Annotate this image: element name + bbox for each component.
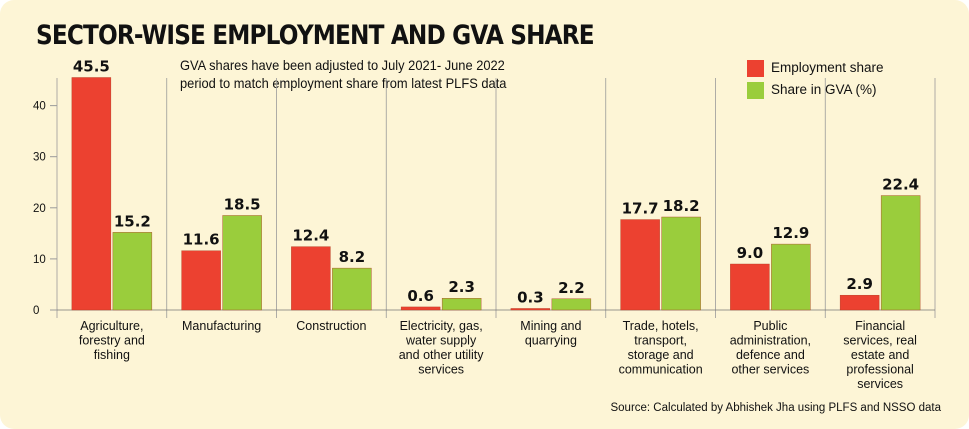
bar-gva — [222, 215, 262, 311]
x-tick-label: Electricity, gas, water supply and other u… — [399, 319, 485, 377]
bar-employment — [181, 250, 221, 311]
y-tick-label: 30 — [33, 152, 46, 164]
bar-gva — [880, 195, 921, 311]
data-label: 18.5 — [224, 195, 261, 213]
source-note: Source: Calculated by Abhishek Jha using… — [610, 402, 941, 414]
data-label: 11.6 — [183, 231, 220, 249]
y-tick-label: 40 — [33, 101, 46, 113]
x-tick-label: Financial services, real estate and profess… — [843, 319, 917, 391]
bar-gva — [441, 298, 482, 311]
data-label: 2.2 — [558, 279, 585, 297]
data-label: 15.2 — [114, 212, 151, 230]
bar-employment — [71, 77, 112, 311]
x-tick-label: Manufacturing — [182, 319, 261, 333]
bar-employment — [620, 219, 660, 311]
bar-employment — [730, 263, 770, 311]
data-label: 22.4 — [882, 176, 919, 194]
data-label: 2.3 — [448, 278, 475, 296]
data-label: 18.2 — [663, 197, 700, 215]
bar-employment — [291, 246, 331, 311]
legend-label-employment: Employment share — [771, 60, 884, 75]
bar-employment — [839, 294, 880, 311]
bar-gva — [551, 298, 592, 311]
data-label: 17.7 — [622, 200, 659, 218]
bar-gva — [771, 243, 811, 311]
x-tick-label: Trade, hotels, transport, storage and commu… — [619, 319, 703, 377]
bar-employment — [510, 308, 551, 311]
data-label: 9.0 — [737, 244, 764, 262]
y-tick-label: 0 — [33, 305, 39, 317]
x-tick-label: Public administration, defence and other se… — [730, 319, 811, 377]
data-label: 0.3 — [517, 288, 544, 306]
y-tick-label: 20 — [33, 203, 46, 215]
x-tick-label: Construction — [296, 319, 366, 333]
x-tick-label: Mining and quarrying — [520, 319, 581, 348]
data-label: 8.2 — [339, 248, 366, 266]
bar-employment — [400, 306, 441, 311]
chart-subtitle: GVA shares have been adjusted to July 20… — [180, 57, 507, 91]
legend-swatch-employment — [747, 60, 764, 77]
data-label: 0.6 — [407, 287, 434, 305]
data-label: 12.9 — [772, 224, 809, 242]
legend-item-gva: Share in GVA (%) — [747, 81, 917, 103]
chart-title: SECTOR-WISE EMPLOYMENT AND GVA SHARE — [36, 20, 595, 51]
x-tick-label: Agriculture, forestry and fishing — [79, 319, 145, 362]
y-tick-label: 10 — [33, 254, 46, 266]
legend-swatch-gva — [747, 82, 764, 99]
data-label: 45.5 — [73, 57, 110, 75]
bar-gva — [112, 232, 153, 311]
bar-gva — [661, 216, 701, 311]
legend-item-employment: Employment share — [747, 59, 917, 81]
data-label: 12.4 — [292, 227, 329, 245]
legend: Employment share Share in GVA (%) — [747, 59, 917, 103]
legend-label-gva: Share in GVA (%) — [771, 82, 877, 97]
bar-gva — [332, 267, 372, 311]
data-label: 2.9 — [846, 275, 873, 293]
